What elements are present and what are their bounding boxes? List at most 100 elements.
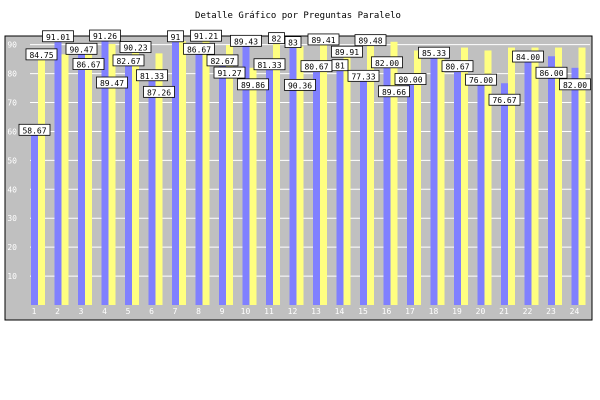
bars [31, 41, 586, 306]
bar-series-1-13 [313, 71, 320, 306]
bar-series-1-16 [383, 67, 391, 306]
data-label: 89.47 [100, 79, 124, 88]
data-label-box [284, 36, 302, 48]
data-label: 91.26 [93, 32, 117, 41]
y-tick-label: 50 [7, 156, 17, 165]
x-tick-label: 9 [220, 307, 225, 316]
data-label-box [119, 41, 152, 54]
data-label: 89.66 [382, 88, 406, 97]
bar-series-1-3 [78, 43, 85, 305]
bar-series-1-12 [289, 47, 297, 306]
data-label: 84.00 [516, 53, 540, 62]
bar-series-1-24 [571, 67, 579, 306]
data-label-box [237, 78, 269, 91]
x-tick-label: 10 [241, 307, 251, 316]
data-label-box [284, 78, 316, 91]
data-label-box [143, 85, 175, 98]
bar-series-1-21 [501, 83, 508, 305]
data-label: 85.33 [422, 49, 446, 58]
x-tick-labels: 1 2 3 4 5 6 7 8 9 10 11 12 13 14 15 16 17 18 19 20 21 22 23 24 [32, 307, 580, 316]
y-tick-label: 90 [7, 41, 17, 50]
data-label: 76.00 [469, 76, 493, 85]
chart-title: Detalle Gráfico por Preguntas Paralelo [195, 11, 401, 21]
y-tick-labels: 10 20 30 40 50 60 70 80 90 [7, 41, 17, 281]
data-label-box [488, 93, 521, 106]
data-label-box [535, 66, 568, 79]
data-label-box [512, 50, 544, 63]
gridlines [30, 44, 590, 277]
bar-series-2-9 [226, 45, 233, 305]
bar-series-2-11 [273, 43, 280, 305]
data-label: 82.67 [210, 57, 234, 66]
bar-series-1-23 [548, 56, 555, 305]
data-label: 91.21 [194, 32, 218, 41]
bar-series-2-18 [437, 50, 445, 305]
bar-series-1-22 [524, 62, 532, 305]
data-label-box [190, 29, 222, 42]
data-label: 84.75 [29, 51, 53, 60]
data-label-box [441, 60, 474, 73]
data-label: 81.33 [257, 61, 281, 70]
y-tick-label: 70 [7, 99, 17, 108]
bar-series-1-8 [195, 54, 203, 305]
data-label-box [559, 78, 591, 91]
data-label: 89.48 [358, 37, 382, 46]
bar-series-1-14 [336, 70, 344, 305]
x-tick-label: 21 [499, 307, 509, 316]
data-label: 86.67 [76, 61, 100, 70]
data-label: 82.67 [116, 57, 140, 66]
data-label: 77.33 [351, 72, 375, 81]
data-label-box [465, 73, 497, 86]
data-label: 89.86 [241, 81, 265, 90]
bar-series-1-15 [360, 81, 367, 306]
data-label: 80.67 [304, 63, 328, 72]
data-label: 91.01 [46, 33, 70, 42]
data-label: 80.67 [445, 63, 469, 72]
data-label-box [18, 123, 51, 136]
data-label: 91.27 [217, 69, 241, 78]
bar-series-2-14 [343, 46, 351, 305]
y-tick-label: 80 [7, 70, 17, 79]
data-label-box [268, 32, 285, 45]
data-label-box [418, 46, 450, 59]
x-tick-label: 1 [32, 307, 37, 316]
data-label-box [112, 54, 145, 67]
data-label: 81.33 [140, 72, 164, 81]
data-label-box [331, 59, 349, 72]
data-label: 58.67 [22, 126, 46, 135]
x-tick-label: 8 [196, 307, 201, 316]
bar-series-1-5 [125, 65, 132, 306]
data-label-box [89, 29, 121, 42]
data-label-box [253, 58, 286, 71]
data-label-box [65, 42, 98, 55]
data-label-box [213, 66, 246, 79]
bar-series-2-19 [461, 47, 468, 306]
data-label-box [183, 42, 215, 55]
x-tick-label: 18 [429, 307, 439, 316]
data-label: 76.67 [492, 96, 516, 105]
bar-series-1-17 [407, 73, 414, 306]
bar-series-2-3 [85, 47, 92, 306]
data-label: 86.00 [539, 69, 563, 78]
x-tick-label: 13 [311, 307, 321, 316]
data-label: 89.91 [335, 48, 359, 57]
data-label: 89.43 [234, 37, 258, 46]
data-label: 82.00 [375, 59, 399, 68]
bar-series-1-4 [101, 41, 109, 306]
data-label-box [371, 56, 403, 69]
bar-series-1-2 [54, 41, 62, 306]
data-label: 90.36 [288, 81, 312, 90]
data-label: 90.47 [69, 45, 93, 54]
y-tick-label: 40 [7, 185, 17, 194]
bar-series-1-7 [172, 41, 179, 306]
bar-series-2-6 [155, 53, 163, 305]
bar-series-2-15 [367, 45, 374, 306]
data-label-box [354, 34, 387, 47]
y-tick-label: 10 [7, 272, 17, 281]
data-label-box [42, 30, 74, 43]
data-label: 82 [272, 35, 282, 44]
bar-series-2-22 [531, 47, 539, 306]
data-label-box [331, 45, 363, 58]
x-tick-label: 7 [173, 307, 178, 316]
